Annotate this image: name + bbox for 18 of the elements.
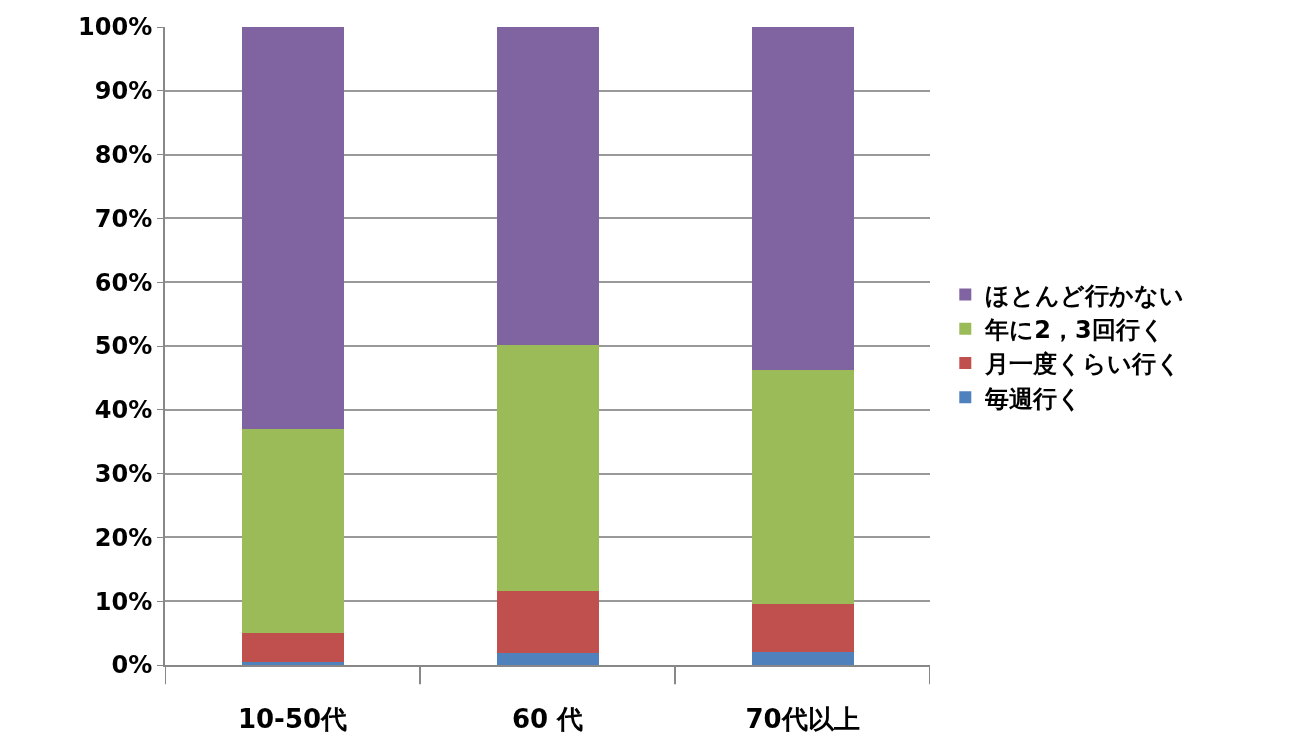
legend-label: 毎週行く [984,384,1083,413]
x-tick-label: 10-50代 [237,704,348,735]
legend-label: 月一度くらい行く [984,350,1182,379]
y-tick-label: 90% [94,77,153,106]
y-tick-label: 80% [94,141,153,169]
y-tick-label: 30% [94,460,153,488]
x-tick-label: 70代以上 [745,704,860,735]
y-tick-label: 60% [94,268,153,297]
legend-label: 年に2，3回行く [984,316,1165,345]
y-tick-label: 100% [78,13,153,42]
y-tick-label: 40% [94,396,153,425]
y-tick-label: 0% [111,651,153,680]
y-tick-label: 70% [94,204,153,233]
y-tick-label: 50% [94,332,153,361]
y-tick-label: 20% [94,523,153,552]
legend-label: ほとんど行かない [985,281,1185,310]
x-tick-label: 60 代 [511,704,584,735]
y-tick-label: 10% [94,587,153,616]
